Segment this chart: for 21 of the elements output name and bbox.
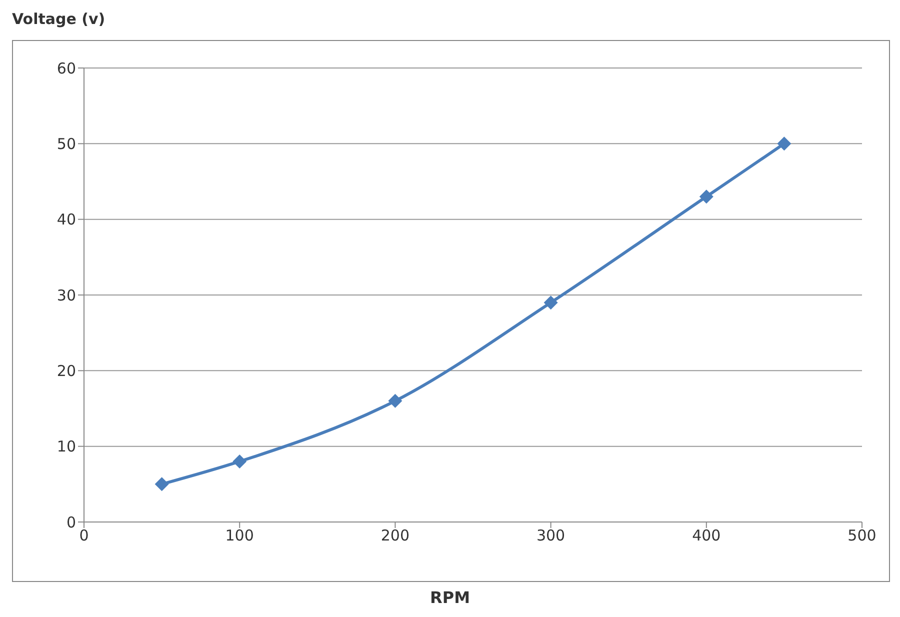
y-tick-label: 20 <box>56 362 76 380</box>
y-tick-label: 40 <box>56 210 76 229</box>
point <box>154 477 169 492</box>
x-axis-title: RPM <box>429 588 471 607</box>
x-tick-label: 200 <box>380 526 410 545</box>
x-tick-label: 300 <box>536 526 566 545</box>
y-tick-label: 60 <box>56 59 76 78</box>
point <box>699 190 714 204</box>
x-tick-label: 400 <box>692 526 721 545</box>
x-tick-label: 100 <box>225 526 254 545</box>
y-tick-label: 0 <box>66 513 76 532</box>
point <box>544 296 558 310</box>
y-tick-label: 30 <box>56 286 76 304</box>
y-axis-title: Voltage (v) <box>12 10 106 28</box>
point <box>388 394 402 408</box>
x-tick-label: 500 <box>848 526 876 545</box>
point <box>777 136 792 151</box>
y-tick-label: 10 <box>56 438 76 456</box>
point <box>232 454 247 468</box>
x-tick-label: 0 <box>79 526 89 545</box>
y-tick-label: 50 <box>56 134 76 153</box>
